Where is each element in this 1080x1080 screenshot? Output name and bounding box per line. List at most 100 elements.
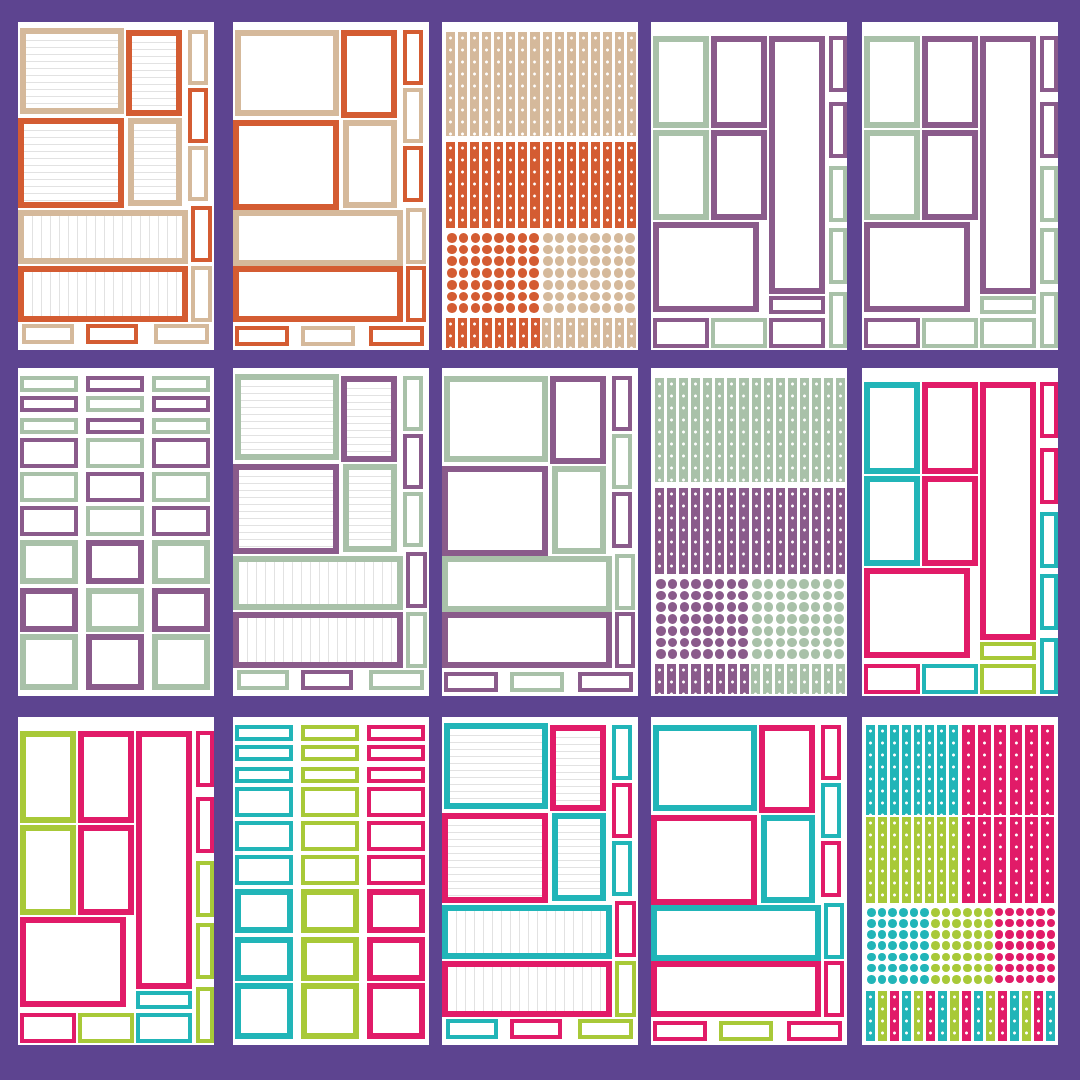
sticker-sheet bbox=[442, 717, 638, 1045]
circle-sticker bbox=[578, 279, 588, 290]
circle-sticker bbox=[909, 963, 919, 973]
circle-sticker bbox=[1036, 974, 1045, 984]
frame-sticker bbox=[301, 725, 359, 741]
circle-sticker bbox=[494, 268, 504, 278]
frame-sticker bbox=[787, 1021, 842, 1041]
frame-sticker bbox=[301, 326, 355, 346]
dot-strip-sticker bbox=[470, 32, 480, 136]
dot-strip-sticker bbox=[993, 817, 1007, 903]
frame-sticker bbox=[136, 731, 192, 989]
circle-sticker bbox=[931, 963, 940, 973]
circle-sticker bbox=[505, 279, 516, 290]
circle-sticker bbox=[613, 244, 624, 255]
circle-sticker bbox=[920, 908, 929, 917]
dot-strip-sticker bbox=[878, 991, 887, 1041]
circle-sticker bbox=[505, 291, 516, 302]
circle-sticker bbox=[995, 952, 1004, 961]
circle-sticker bbox=[738, 590, 748, 601]
circle-sticker bbox=[952, 974, 961, 984]
circle-sticker bbox=[505, 303, 516, 313]
circle-sticker bbox=[613, 291, 624, 302]
dot-strip-sticker bbox=[727, 378, 737, 482]
circle-sticker bbox=[470, 303, 481, 313]
dot-strip-sticker bbox=[518, 142, 528, 228]
frame-sticker bbox=[612, 492, 632, 548]
circle-sticker bbox=[822, 637, 833, 648]
frame-sticker bbox=[235, 745, 293, 761]
checklist-frame-sticker bbox=[233, 556, 403, 610]
frame-sticker bbox=[188, 146, 208, 201]
circle-sticker bbox=[458, 233, 469, 243]
dot-strip-sticker bbox=[554, 318, 564, 348]
circle-sticker bbox=[601, 244, 612, 255]
circle-sticker bbox=[1005, 908, 1014, 917]
circle-sticker bbox=[517, 303, 528, 313]
circle-sticker bbox=[458, 268, 469, 278]
dot-strip-sticker bbox=[482, 32, 492, 136]
circle-sticker bbox=[679, 625, 690, 636]
circle-sticker bbox=[578, 256, 588, 267]
circle-sticker bbox=[703, 590, 713, 601]
frame-sticker bbox=[235, 767, 293, 783]
frame-sticker bbox=[578, 672, 633, 692]
circle-sticker bbox=[909, 908, 919, 917]
frame-sticker bbox=[922, 130, 978, 220]
dot-strip-sticker bbox=[950, 991, 959, 1041]
lined-frame-sticker bbox=[552, 813, 606, 901]
circle-sticker bbox=[952, 952, 961, 962]
dot-strip-sticker bbox=[470, 142, 480, 228]
circle-sticker bbox=[834, 637, 844, 648]
circle-sticker bbox=[822, 649, 833, 659]
dot-strip-sticker bbox=[977, 725, 991, 815]
circle-sticker bbox=[941, 974, 951, 984]
circle-sticker bbox=[909, 930, 919, 939]
circle-sticker bbox=[941, 941, 951, 951]
dot-strip-sticker bbox=[962, 991, 971, 1041]
dot-strip-sticker bbox=[986, 991, 995, 1041]
circle-sticker bbox=[601, 279, 612, 290]
circle-sticker bbox=[578, 268, 588, 278]
frame-sticker bbox=[235, 787, 293, 817]
circle-sticker bbox=[984, 908, 993, 917]
dot-strip-sticker bbox=[566, 142, 576, 228]
circle-sticker bbox=[775, 614, 786, 624]
dot-strip-sticker bbox=[667, 378, 677, 482]
frame-sticker bbox=[864, 36, 920, 128]
frame-sticker bbox=[86, 540, 144, 584]
circle-sticker bbox=[529, 244, 539, 255]
circle-sticker bbox=[1015, 952, 1024, 961]
frame-sticker bbox=[152, 540, 210, 584]
lined-frame-sticker bbox=[233, 464, 339, 554]
circle-sticker bbox=[752, 649, 762, 659]
frame-sticker bbox=[651, 905, 821, 961]
sticker-sheet bbox=[442, 368, 638, 696]
frame-sticker bbox=[367, 821, 425, 851]
circle-sticker bbox=[667, 590, 678, 601]
frame-sticker bbox=[864, 382, 920, 474]
circle-sticker bbox=[1046, 908, 1055, 917]
circle-sticker bbox=[447, 291, 457, 302]
circle-sticker bbox=[738, 579, 748, 589]
frame-sticker bbox=[235, 983, 293, 1039]
dot-strip-sticker bbox=[494, 318, 504, 348]
circle-sticker bbox=[529, 256, 539, 267]
frame-sticker bbox=[829, 292, 847, 348]
circle-sticker bbox=[888, 974, 897, 984]
circle-sticker bbox=[738, 625, 748, 636]
dot-strip-sticker bbox=[811, 664, 821, 694]
circle-sticker bbox=[877, 952, 887, 962]
circle-sticker bbox=[877, 908, 887, 917]
circle-sticker bbox=[995, 919, 1004, 928]
frame-sticker bbox=[403, 376, 423, 431]
frame-sticker bbox=[442, 612, 612, 668]
circle-sticker bbox=[566, 244, 577, 255]
sticker-sheet bbox=[651, 22, 847, 350]
circle-sticker bbox=[566, 291, 577, 302]
frame-sticker bbox=[403, 88, 423, 143]
frame-sticker bbox=[235, 937, 293, 981]
circle-sticker bbox=[810, 579, 821, 589]
circle-sticker bbox=[787, 579, 797, 589]
circle-sticker bbox=[952, 919, 961, 928]
circle-sticker bbox=[1005, 930, 1014, 939]
circle-sticker bbox=[505, 256, 516, 267]
